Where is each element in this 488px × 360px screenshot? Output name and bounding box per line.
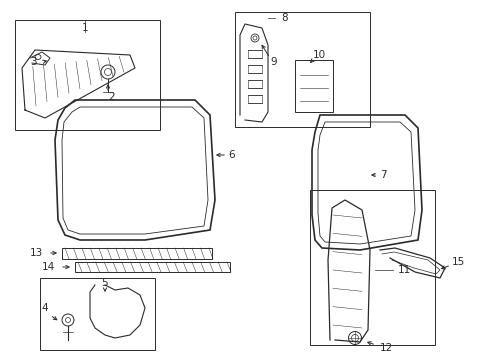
Bar	[15, 20, 160, 130]
Text: 5: 5	[102, 278, 108, 288]
Text: 14: 14	[41, 262, 55, 272]
Text: 13: 13	[30, 248, 43, 258]
Text: 3: 3	[30, 57, 37, 67]
Text: 11: 11	[397, 265, 410, 275]
Ellipse shape	[351, 334, 358, 342]
Text: 4: 4	[41, 303, 48, 313]
Ellipse shape	[104, 68, 111, 76]
Text: 2: 2	[108, 92, 115, 102]
Text: 15: 15	[451, 257, 464, 267]
Bar	[62, 248, 212, 259]
Bar	[309, 190, 434, 345]
Text: 6: 6	[227, 150, 234, 160]
Text: 12: 12	[379, 343, 392, 353]
Bar	[235, 12, 369, 127]
Bar	[247, 80, 262, 88]
Text: 7: 7	[379, 170, 386, 180]
Text: 9: 9	[269, 57, 276, 67]
Bar	[247, 50, 262, 58]
Bar	[294, 60, 332, 112]
Bar	[247, 95, 262, 103]
Text: 8: 8	[281, 13, 288, 23]
Text: 1: 1	[81, 23, 88, 33]
Bar	[247, 65, 262, 73]
Text: 10: 10	[312, 50, 325, 60]
Bar	[40, 278, 155, 350]
Bar	[75, 262, 229, 272]
